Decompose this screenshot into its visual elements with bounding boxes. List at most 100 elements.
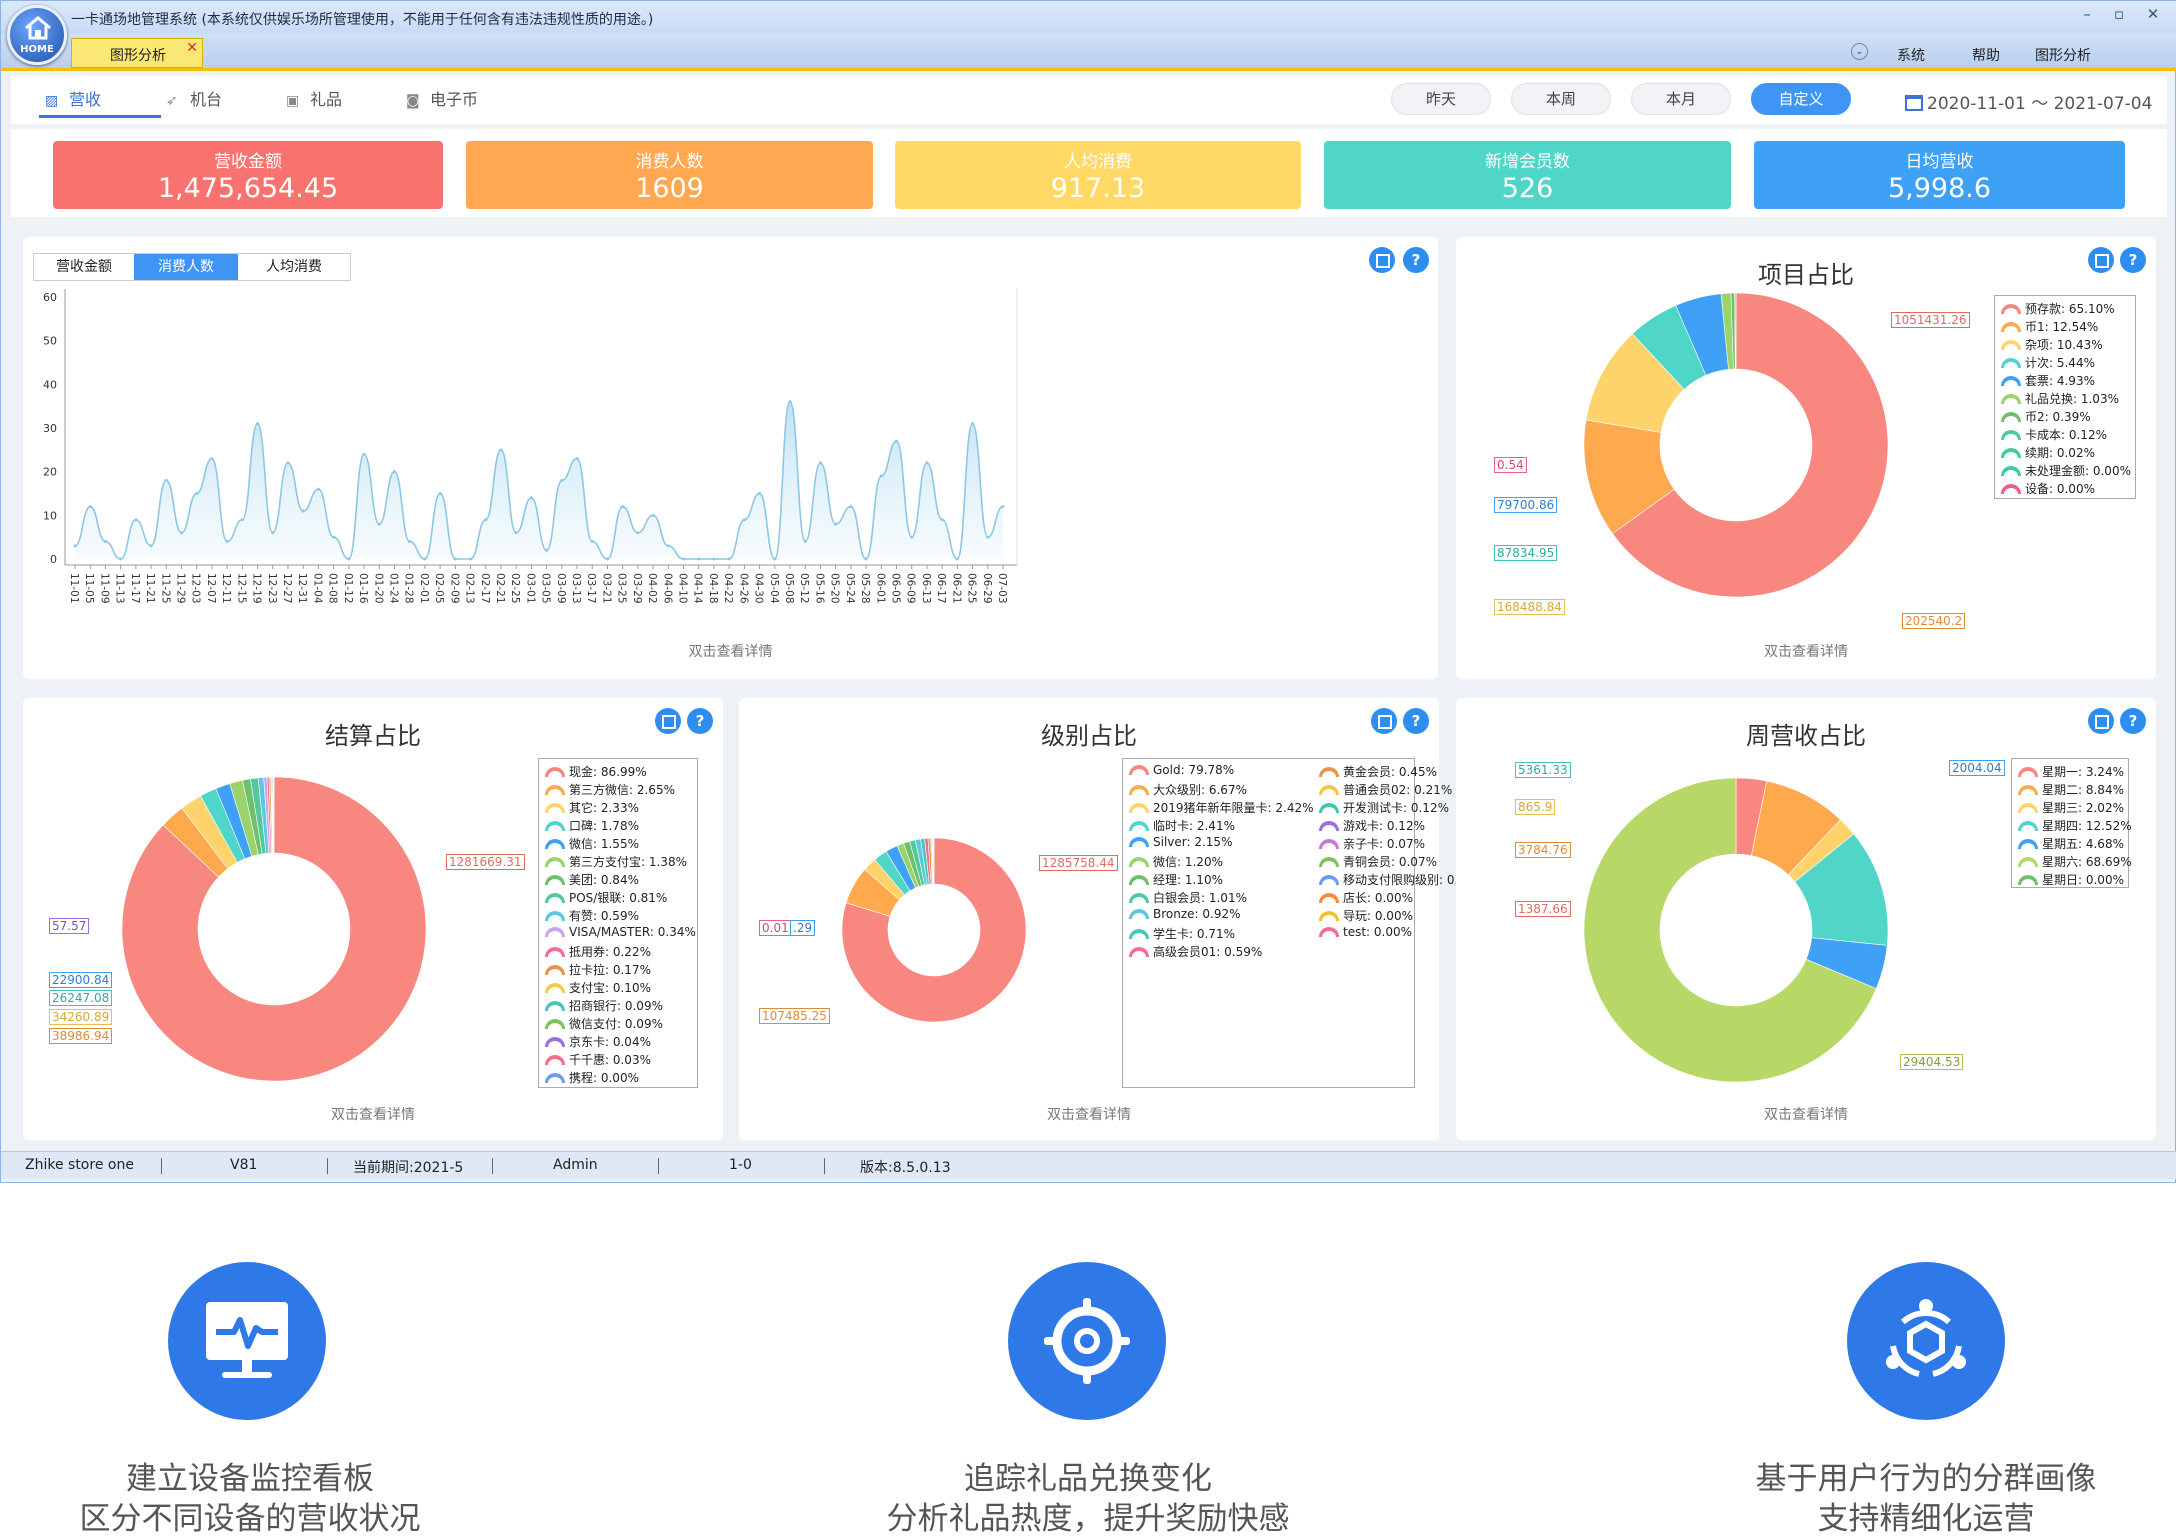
data-point xyxy=(621,505,624,508)
legend-item[interactable]: 礼品兑换: 1.03% xyxy=(2001,390,2119,407)
legend-item[interactable]: 学生卡: 0.71% xyxy=(1129,925,1235,942)
menu-help[interactable]: 帮助 xyxy=(1972,45,2000,65)
close-button[interactable]: ✕ xyxy=(2141,5,2165,27)
range-week-button[interactable]: 本周 xyxy=(1511,83,1611,115)
legend-label: 星期五: 4.68% xyxy=(2042,837,2124,851)
tab-graph-analysis[interactable]: 图形分析 ✕ xyxy=(71,38,203,68)
legend-item[interactable]: 普通会员02: 0.21% xyxy=(1319,781,1452,798)
legend-item[interactable]: 币1: 12.54% xyxy=(2001,318,2098,335)
legend-item[interactable]: 大众级别: 6.67% xyxy=(1129,781,1247,798)
legend-item[interactable]: Silver: 2.15% xyxy=(1129,835,1232,849)
legend-item[interactable]: 第三方支付宝: 1.38% xyxy=(545,853,687,870)
legend-item[interactable]: test: 0.00% xyxy=(1319,925,1412,939)
legend-item[interactable]: 计次: 5.44% xyxy=(2001,354,2095,371)
legend-item[interactable]: 星期日: 0.00% xyxy=(2018,871,2124,888)
legend-item[interactable]: 星期四: 12.52% xyxy=(2018,817,2132,834)
date-range-picker[interactable]: 2020-11-01 ～ 2021-07-04 xyxy=(1905,89,2152,114)
legend-item[interactable]: 开发测试卡: 0.12% xyxy=(1319,799,1449,816)
legend-swatch xyxy=(2018,803,2038,813)
legend-item[interactable]: 经理: 1.10% xyxy=(1129,871,1223,888)
legend-item[interactable]: 微信支付: 0.09% xyxy=(545,1015,663,1032)
range-month-button[interactable]: 本月 xyxy=(1631,83,1731,115)
legend-item[interactable]: 口碑: 1.78% xyxy=(545,817,639,834)
legend-item[interactable]: 临时卡: 2.41% xyxy=(1129,817,1235,834)
legend-item[interactable]: 星期二: 8.84% xyxy=(2018,781,2124,798)
tab-revenue[interactable]: ▨营收 xyxy=(45,86,101,118)
legend-item[interactable]: 青铜会员: 0.07% xyxy=(1319,853,1437,870)
x-tick-label: 02-05 xyxy=(433,573,445,604)
legend-label: 导玩: 0.00% xyxy=(1343,909,1413,923)
legend-item[interactable]: 设备: 0.00% xyxy=(2001,480,2095,497)
home-logo-button[interactable]: HOME xyxy=(7,5,67,65)
x-tick-label: 04-06 xyxy=(661,573,673,604)
kpi-label: 日均营收 xyxy=(1754,147,2125,172)
legend-item[interactable]: 杂项: 10.43% xyxy=(2001,336,2103,353)
value-callout: 1285758.44 xyxy=(1039,855,1118,871)
legend-item[interactable]: 未处理金额: 0.00% xyxy=(2001,462,2131,479)
legend-item[interactable]: 千千惠: 0.03% xyxy=(545,1051,651,1068)
minimize-button[interactable]: – xyxy=(2075,5,2099,27)
legend-item[interactable]: 亲子卡: 0.07% xyxy=(1319,835,1425,852)
legend-item[interactable]: Gold: 79.78% xyxy=(1129,763,1234,777)
x-tick-label: 01-28 xyxy=(403,573,415,604)
tab-ecoins[interactable]: ◙电子币 xyxy=(406,86,478,118)
data-point xyxy=(408,540,411,543)
tab-machines[interactable]: ➶机台 xyxy=(166,86,222,118)
legend-item[interactable]: 支付宝: 0.10% xyxy=(545,979,651,996)
range-yesterday-button[interactable]: 昨天 xyxy=(1391,83,1491,115)
legend-item[interactable]: 微信: 1.20% xyxy=(1129,853,1223,870)
legend-item[interactable]: 续期: 0.02% xyxy=(2001,444,2095,461)
legend-item[interactable]: 现金: 86.99% xyxy=(545,763,647,780)
legend-item[interactable]: 携程: 0.00% xyxy=(545,1069,639,1086)
range-custom-button[interactable]: 自定义 xyxy=(1751,83,1851,115)
x-tick-label: 12-07 xyxy=(205,573,217,604)
legend-item[interactable]: 有赞: 0.59% xyxy=(545,907,639,924)
status-divider xyxy=(327,1158,328,1174)
level-legend: Gold: 79.78% 大众级别: 6.67%2019猪年新年限量卡: 2.42… xyxy=(1122,758,1415,1088)
legend-item[interactable]: 黄金会员: 0.45% xyxy=(1319,763,1437,780)
legend-item[interactable]: 招商银行: 0.09% xyxy=(545,997,663,1014)
x-tick-label: 01-12 xyxy=(342,573,354,604)
legend-item[interactable]: 套票: 4.93% xyxy=(2001,372,2095,389)
legend-item[interactable]: VISA/MASTER: 0.34% xyxy=(545,925,696,939)
legend-item[interactable]: 币2: 0.39% xyxy=(2001,408,2091,425)
legend-label: 青铜会员: 0.07% xyxy=(1343,855,1437,869)
status-bar: Zhike store one V81 当前期间:2021-5 Admin 1-… xyxy=(1,1151,2176,1179)
legend-item[interactable]: 拉卡拉: 0.17% xyxy=(545,961,651,978)
legend-item[interactable]: POS/银联: 0.81% xyxy=(545,889,667,906)
menu-graph-analysis[interactable]: 图形分析 xyxy=(2035,45,2091,65)
detail-hint: 双击查看详情 xyxy=(23,641,1438,661)
legend-item[interactable]: 店长: 0.00% xyxy=(1319,889,1413,906)
legend-item[interactable]: 星期六: 68.69% xyxy=(2018,853,2132,870)
legend-item[interactable]: 微信: 1.55% xyxy=(545,835,639,852)
close-tab-icon[interactable]: ✕ xyxy=(186,40,198,56)
legend-item[interactable]: 京东卡: 0.04% xyxy=(545,1033,651,1050)
data-point xyxy=(804,540,807,543)
legend-item[interactable]: 导玩: 0.00% xyxy=(1319,907,1413,924)
house-icon xyxy=(24,16,52,40)
legend-item[interactable]: 抵用券: 0.22% xyxy=(545,943,651,960)
maximize-button[interactable]: ▫ xyxy=(2107,5,2131,27)
legend-swatch xyxy=(545,947,565,957)
legend-item[interactable]: 游戏卡: 0.12% xyxy=(1319,817,1425,834)
legend-item[interactable]: 2019猪年新年限量卡: 2.42% xyxy=(1129,799,1314,816)
legend-item[interactable]: 星期三: 2.02% xyxy=(2018,799,2124,816)
legend-item[interactable]: 星期一: 3.24% xyxy=(2018,763,2124,780)
chevron-down-icon[interactable]: ⌄ xyxy=(1851,43,1868,60)
legend-item[interactable]: 高级会员01: 0.59% xyxy=(1129,943,1262,960)
legend-item[interactable]: 白银会员: 1.01% xyxy=(1129,889,1247,906)
legend-item[interactable]: 美团: 0.84% xyxy=(545,871,639,888)
legend-swatch xyxy=(2018,785,2038,795)
legend-item[interactable]: Bronze: 0.92% xyxy=(1129,907,1241,921)
legend-item[interactable]: 预存款: 65.10% xyxy=(2001,300,2115,317)
legend-swatch xyxy=(545,821,565,831)
legend-item[interactable]: 其它: 2.33% xyxy=(545,799,639,816)
legend-item[interactable]: 卡成本: 0.12% xyxy=(2001,426,2107,443)
legend-item[interactable]: 星期五: 4.68% xyxy=(2018,835,2124,852)
status-divider xyxy=(492,1158,493,1174)
menu-system[interactable]: 系统 xyxy=(1897,45,1925,65)
tab-gifts[interactable]: ▣礼品 xyxy=(286,86,342,118)
legend-item[interactable]: 第三方微信: 2.65% xyxy=(545,781,675,798)
legend-swatch xyxy=(1129,837,1149,847)
